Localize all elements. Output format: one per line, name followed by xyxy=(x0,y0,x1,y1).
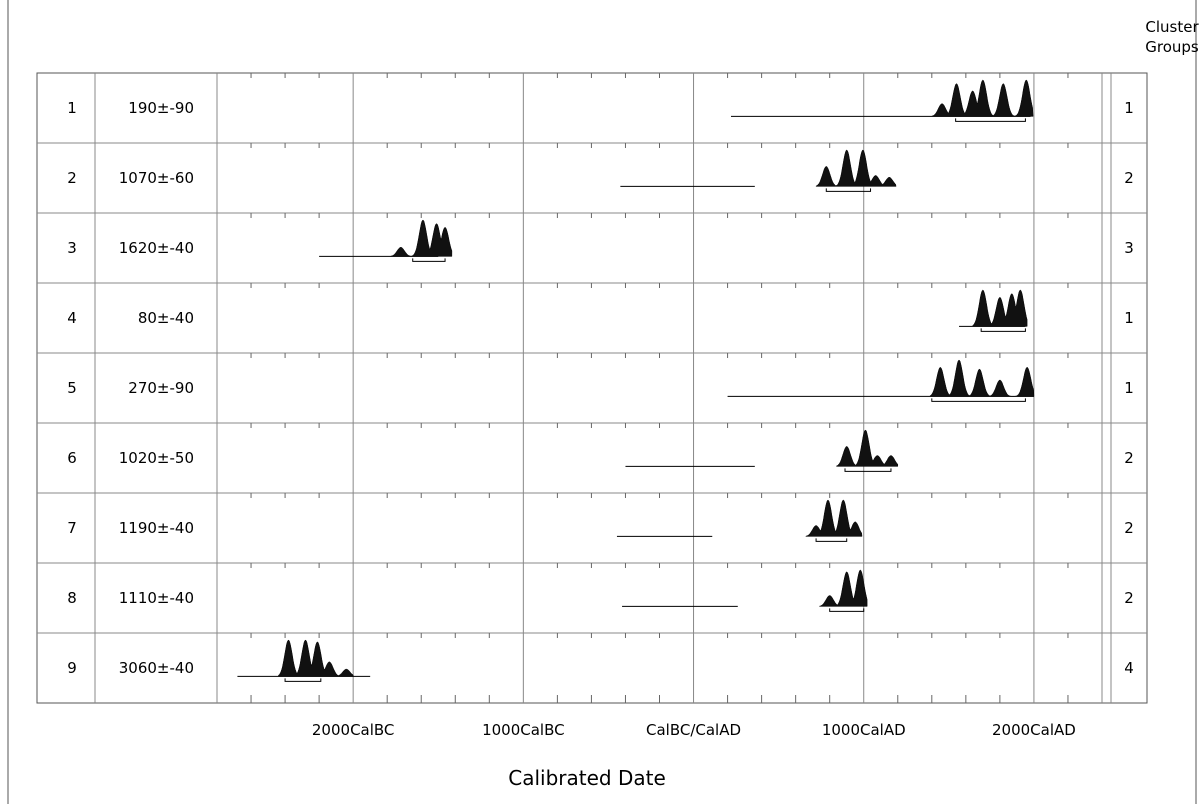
confidence-bracket xyxy=(412,258,446,262)
right-header-line-1: Cluster xyxy=(1145,18,1199,36)
probability-distribution xyxy=(805,499,863,537)
sample-date: 1620±-40 xyxy=(119,239,194,257)
cluster-group: 1 xyxy=(1124,379,1134,397)
probability-distribution xyxy=(390,219,453,257)
plot-border xyxy=(36,72,1148,704)
sample-row: 8 1110±-40 2 xyxy=(67,569,1134,612)
sample-row: 7 1190±-40 2 xyxy=(67,499,1134,542)
x-axis: 2000CalBC 1000CalBC CalBC/CalAD 1000CalAD 20… xyxy=(312,721,1076,739)
chart-grid xyxy=(36,72,1148,704)
sample-index: 2 xyxy=(67,169,77,187)
sample-row: 6 1020±-50 2 xyxy=(67,429,1134,472)
sample-index: 7 xyxy=(67,519,77,537)
x-tick-label: 2000CalAD xyxy=(992,721,1076,739)
x-tick-label: 1000CalBC xyxy=(482,721,565,739)
cluster-group: 3 xyxy=(1124,239,1134,257)
sample-row: 3 1620±-40 3 xyxy=(67,219,1134,262)
probability-distribution xyxy=(931,79,1034,117)
sample-index: 8 xyxy=(67,589,77,607)
sample-index: 1 xyxy=(67,99,77,117)
confidence-bracket xyxy=(815,538,848,542)
sample-date: 1190±-40 xyxy=(119,519,194,537)
confidence-bracket xyxy=(980,328,1026,332)
sample-date: 1070±-60 xyxy=(119,169,194,187)
cluster-group: 1 xyxy=(1124,99,1134,117)
probability-distribution xyxy=(819,569,868,607)
sample-date: 80±-40 xyxy=(138,309,194,327)
x-axis-title: Calibrated Date xyxy=(508,766,666,790)
cluster-group: 2 xyxy=(1124,519,1134,537)
right-header-line-2: Groups xyxy=(1145,38,1199,56)
sample-date: 1020±-50 xyxy=(119,449,194,467)
x-tick-label: 2000CalBC xyxy=(312,721,395,739)
sample-date: 270±-90 xyxy=(128,379,194,397)
x-tick-label: CalBC/CalAD xyxy=(646,721,741,739)
sample-index: 6 xyxy=(67,449,77,467)
sample-date: 1110±-40 xyxy=(119,589,194,607)
sample-row: 5 270±-90 1 xyxy=(67,359,1134,402)
probability-distribution xyxy=(929,359,1035,397)
confidence-bracket xyxy=(829,608,865,612)
sample-date: 3060±-40 xyxy=(119,659,194,677)
confidence-bracket xyxy=(931,398,1026,402)
x-tick-label: 1000CalAD xyxy=(822,721,906,739)
sample-row: 4 80±-40 1 xyxy=(67,289,1134,332)
probability-distribution xyxy=(815,149,897,187)
cluster-group: 2 xyxy=(1124,589,1134,607)
sample-rows: 1 190±-90 12 1070±-60 23 1620±-40 34 80±-40 15 27… xyxy=(67,79,1134,682)
sample-row: 9 3060±-40 4 xyxy=(67,639,1134,682)
confidence-bracket xyxy=(844,468,892,472)
sample-row: 2 1070±-60 2 xyxy=(67,149,1134,192)
probability-distribution xyxy=(278,639,354,677)
cluster-group: 2 xyxy=(1124,449,1134,467)
cluster-group: 4 xyxy=(1124,659,1134,677)
probability-distribution xyxy=(972,289,1028,327)
sample-index: 4 xyxy=(67,309,77,327)
confidence-bracket xyxy=(284,678,322,682)
cluster-group: 2 xyxy=(1124,169,1134,187)
sample-index: 5 xyxy=(67,379,77,397)
confidence-bracket xyxy=(955,118,1026,122)
sample-row: 1 190±-90 1 xyxy=(67,79,1134,122)
sample-index: 3 xyxy=(67,239,77,257)
probability-distribution xyxy=(836,429,899,467)
sample-index: 9 xyxy=(67,659,77,677)
confidence-bracket xyxy=(825,188,872,192)
sample-date: 190±-90 xyxy=(128,99,194,117)
cluster-group: 1 xyxy=(1124,309,1134,327)
